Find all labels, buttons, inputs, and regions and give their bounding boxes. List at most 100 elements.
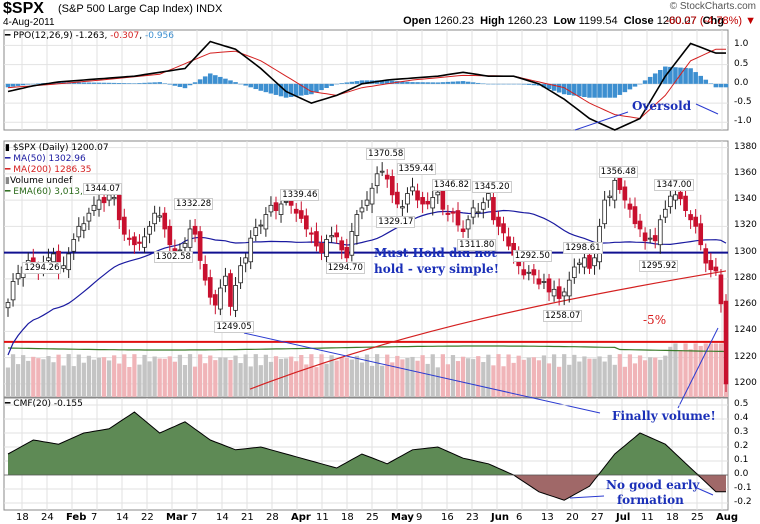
ppo-histogram-bar bbox=[455, 81, 461, 84]
volume-bar bbox=[698, 345, 703, 397]
candle-body bbox=[324, 239, 329, 257]
volume-bar bbox=[142, 354, 147, 397]
ppo-histogram-bar bbox=[263, 83, 269, 93]
volume-bar bbox=[435, 367, 440, 397]
ppo-histogram-bar bbox=[223, 78, 228, 84]
volume-bar bbox=[693, 343, 698, 397]
cmf-y-tick: 0.1 bbox=[734, 455, 749, 465]
volume-bar bbox=[233, 355, 238, 397]
ppo-histogram-bar bbox=[76, 82, 82, 84]
high-value: 1260.23 bbox=[507, 15, 548, 27]
volume-bar bbox=[481, 362, 486, 397]
ppo-histogram-bar bbox=[197, 79, 203, 84]
candle-body bbox=[663, 208, 668, 218]
price-y-tick: 1260 bbox=[734, 299, 757, 310]
volume-bar bbox=[329, 355, 334, 397]
annotation-minus-5: -5% bbox=[643, 313, 667, 327]
ppo-histogram-bar bbox=[111, 82, 117, 84]
candle-body bbox=[384, 174, 390, 180]
panel-frame-0 bbox=[3, 29, 729, 131]
ppo-histogram-bar bbox=[521, 83, 527, 85]
ppo-histogram-bar bbox=[703, 79, 709, 84]
volume-bar bbox=[314, 367, 319, 397]
volume-bar bbox=[76, 354, 81, 397]
chart-date: 4-Aug-2011 bbox=[3, 17, 55, 28]
ppo-histogram-bar bbox=[167, 83, 173, 85]
candle-body bbox=[566, 279, 572, 297]
volume-bar bbox=[46, 356, 51, 397]
x-tick-label: 11 bbox=[316, 512, 329, 523]
ppo-histogram-bar bbox=[5, 83, 11, 88]
price-y-tick: 1340 bbox=[734, 194, 757, 205]
ma200-label: MA(200) 1286.35 bbox=[13, 165, 92, 175]
volume-bar bbox=[349, 359, 354, 397]
volume-bar bbox=[41, 359, 46, 397]
volume-bar bbox=[213, 360, 218, 397]
volume-bar bbox=[425, 363, 430, 397]
candle-body bbox=[91, 204, 97, 211]
candle-body bbox=[46, 257, 51, 261]
candle-body bbox=[652, 235, 658, 242]
volume-bar bbox=[258, 365, 263, 397]
candle-body bbox=[61, 265, 66, 269]
close-label: Close bbox=[623, 15, 654, 27]
candle-body bbox=[207, 277, 213, 298]
annotation-no-good-1: No good early bbox=[606, 478, 700, 492]
volume-bar bbox=[668, 346, 673, 397]
volume-bar bbox=[248, 366, 253, 397]
ppo-hist-value: -0.956 bbox=[145, 31, 175, 41]
volume-bar bbox=[162, 358, 167, 397]
candle-body bbox=[551, 288, 557, 297]
volume-bar bbox=[309, 354, 314, 397]
volume-bar bbox=[324, 363, 329, 397]
volume-bar bbox=[496, 354, 501, 397]
price-y-tick: 1280 bbox=[734, 272, 757, 283]
candle-body bbox=[15, 273, 21, 280]
ppo-histogram-bar bbox=[647, 76, 653, 84]
candle-body bbox=[405, 193, 410, 205]
ppo-histogram-bar bbox=[243, 83, 248, 86]
candle-body bbox=[546, 278, 552, 293]
price-label: 1249.05 bbox=[214, 321, 254, 334]
ppo-histogram-bar bbox=[36, 83, 41, 84]
candle-body bbox=[592, 257, 597, 267]
candle-body bbox=[379, 170, 385, 173]
ppo-histogram-bar bbox=[506, 83, 511, 85]
ppo-histogram-bar bbox=[91, 82, 97, 84]
volume-bar bbox=[577, 361, 582, 397]
volume-bar bbox=[299, 354, 304, 397]
volume-bar bbox=[390, 362, 395, 397]
volume-bar bbox=[617, 354, 622, 397]
ppo-histogram-bar bbox=[142, 82, 147, 84]
volume-bar bbox=[602, 361, 607, 397]
candle-body bbox=[480, 202, 486, 210]
candle-body bbox=[723, 300, 729, 385]
volume-bar bbox=[516, 355, 521, 397]
cmf-y-tick: 0.0 bbox=[734, 469, 749, 479]
candle-body bbox=[582, 257, 587, 268]
ppo-histogram-bar bbox=[314, 83, 319, 93]
volume-bar bbox=[395, 355, 400, 397]
chart-symbol: $SPX bbox=[3, 0, 44, 17]
volume-bar bbox=[81, 362, 86, 397]
ppo-histogram-bar bbox=[207, 73, 213, 84]
candle-body bbox=[228, 273, 233, 307]
candle-body bbox=[354, 214, 360, 236]
candle-body bbox=[693, 216, 698, 227]
ppo-histogram-bar bbox=[379, 80, 385, 84]
high-label: High bbox=[480, 15, 505, 27]
candle-body bbox=[501, 223, 506, 234]
volume-bar bbox=[466, 358, 471, 397]
candle-body bbox=[253, 227, 259, 236]
ppo-histogram-bar bbox=[637, 83, 643, 85]
ppo-histogram-bar bbox=[25, 83, 31, 85]
ppo-histogram-bar bbox=[688, 68, 693, 84]
ppo-line bbox=[7, 40, 726, 131]
ppo-histogram-bar bbox=[445, 81, 451, 84]
volume-label: Volume undef bbox=[9, 176, 73, 186]
candle-body bbox=[425, 200, 430, 205]
ppo-value: -1.263 bbox=[75, 31, 105, 41]
ppo-histogram-bar bbox=[678, 67, 683, 84]
candle-body bbox=[607, 195, 613, 198]
volume-bar bbox=[521, 359, 526, 397]
